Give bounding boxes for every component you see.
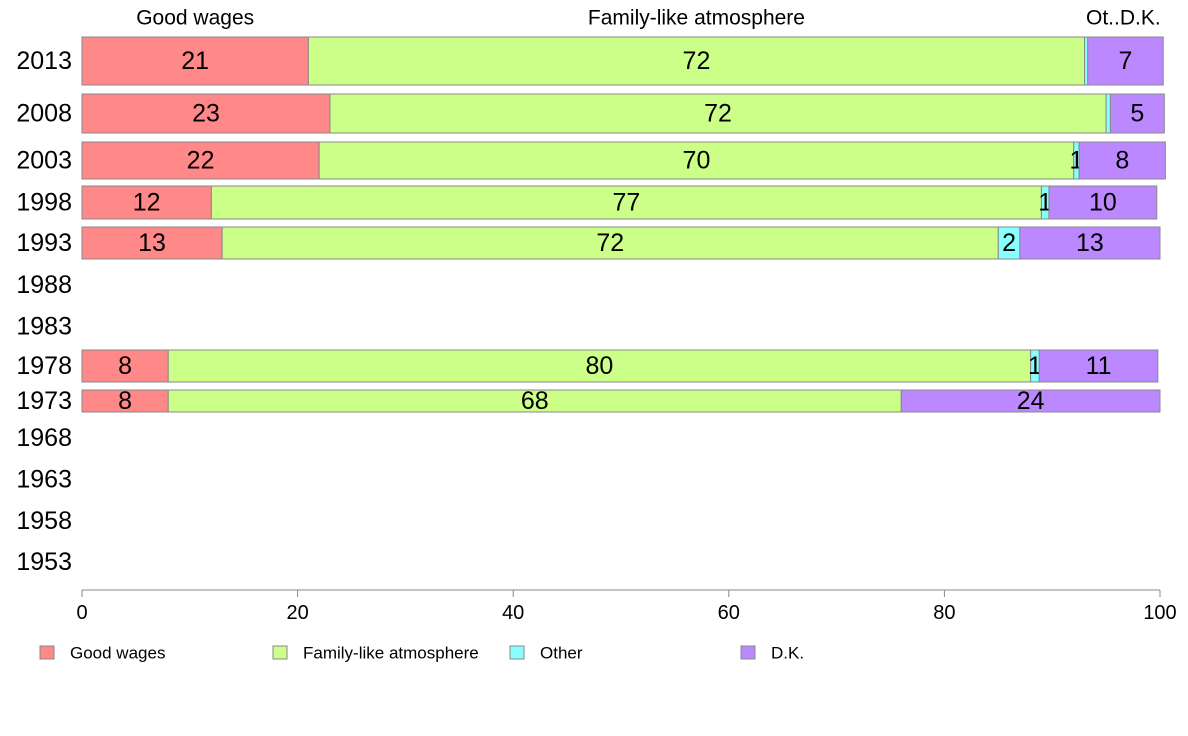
bar-segment-1998-family-like-atmosphere: [210, 185, 1042, 220]
data-label-1978-1: 80: [586, 352, 614, 380]
bar-segment-1978-good-wages: [81, 349, 169, 383]
column-header-1: Family-like atmosphere: [588, 7, 805, 30]
data-label-1993-1: 72: [596, 229, 624, 257]
x-tick-label-60: 60: [718, 602, 740, 624]
bar-segment-2003-good-wages: [81, 141, 320, 180]
bar-segment-1993-d-k-: [1019, 226, 1161, 260]
legend-swatch-2: [509, 645, 525, 660]
bar-segment-2013-d-k-: [1087, 36, 1164, 86]
x-tick-label-80: 80: [933, 602, 955, 624]
y-tick-label-1983: 1983: [16, 313, 72, 341]
data-label-2008-0: 23: [192, 100, 220, 128]
bar-segment-1978-d-k-: [1038, 349, 1159, 383]
column-headers: Good wages Family-like atmosphere Ot..D.K.: [136, 7, 1160, 30]
data-label-1993-2: 2: [1002, 229, 1016, 257]
legend-swatch-3: [740, 645, 756, 660]
column-header-2: Ot..D.K.: [1086, 7, 1161, 30]
bar-segment-2013-good-wages: [81, 36, 309, 86]
legend-label-1: Family-like atmosphere: [303, 644, 479, 663]
y-tick-label-1963: 1963: [16, 466, 72, 494]
data-label-1978-0: 8: [118, 352, 132, 380]
legend-label-0: Good wages: [70, 644, 165, 663]
data-label-2003-3: 8: [1115, 147, 1129, 175]
y-tick-label-1978: 1978: [16, 352, 72, 380]
legend-label-3: D.K.: [771, 644, 804, 663]
data-label-1973-1: 68: [521, 387, 549, 415]
y-tick-label-1998: 1998: [16, 189, 72, 217]
y-tick-label-1988: 1988: [16, 271, 72, 299]
data-label-2003-1: 70: [683, 147, 711, 175]
data-label-2008-3: 5: [1130, 100, 1144, 128]
y-tick-label-2003: 2003: [16, 147, 72, 175]
bar-segment-2008-family-like-atmosphere: [329, 93, 1107, 134]
y-axis-labels: 2013 2008 2003 1998 1993 1988 1983 1978 1973 1968…: [16, 47, 72, 576]
x-axis: 0 20 40 60 80 100: [76, 589, 1177, 624]
x-tick-label-100: 100: [1143, 602, 1176, 624]
legend-swatch-1: [272, 645, 288, 660]
bar-segment-2008-d-k-: [1109, 93, 1165, 134]
data-label-1998-1: 77: [612, 189, 640, 217]
data-label-2008-1: 72: [704, 100, 732, 128]
bar-segment-1998-d-k-: [1048, 185, 1158, 220]
data-label-1973-3: 24: [1017, 387, 1045, 415]
bar-segment-2008-other: [1105, 93, 1111, 134]
column-header-0: Good wages: [136, 7, 254, 30]
data-label-1978-2: 1: [1028, 352, 1042, 380]
legend-swatch-0: [39, 645, 55, 660]
y-tick-label-1993: 1993: [16, 229, 72, 257]
y-tick-label-2013: 2013: [16, 47, 72, 75]
bar-segment-2013-family-like-atmosphere: [307, 36, 1086, 86]
bar-segment-1973-d-k-: [900, 389, 1161, 413]
x-tick-label-20: 20: [286, 602, 308, 624]
y-tick-label-1973: 1973: [16, 387, 72, 415]
data-label-2013-3: 7: [1119, 47, 1133, 75]
data-label-1978-3: 11: [1086, 352, 1112, 380]
y-tick-label-2008: 2008: [16, 100, 72, 128]
data-label-1973-0: 8: [118, 387, 132, 415]
data-label-1998-0: 12: [133, 189, 161, 217]
legend-label-2: Other: [540, 644, 583, 663]
y-tick-label-1958: 1958: [16, 507, 72, 535]
data-label-2003-0: 22: [187, 147, 215, 175]
data-label-1993-3: 13: [1076, 229, 1104, 257]
data-label-2013-1: 72: [683, 47, 711, 75]
x-tick-label-40: 40: [502, 602, 524, 624]
data-label-1998-3: 10: [1089, 189, 1117, 217]
data-label-1993-0: 13: [138, 229, 166, 257]
y-tick-label-1968: 1968: [16, 424, 72, 452]
bar-segment-1993-good-wages: [81, 226, 223, 260]
data-label-2013-0: 21: [181, 47, 209, 75]
legend: Good wages Family-like atmosphere Other D.K…: [39, 644, 804, 663]
bar-segment-2003-family-like-atmosphere: [318, 141, 1075, 180]
bar-segment-2003-d-k-: [1078, 141, 1166, 180]
x-tick-label-0: 0: [76, 602, 87, 624]
y-tick-label-1953: 1953: [16, 548, 72, 576]
